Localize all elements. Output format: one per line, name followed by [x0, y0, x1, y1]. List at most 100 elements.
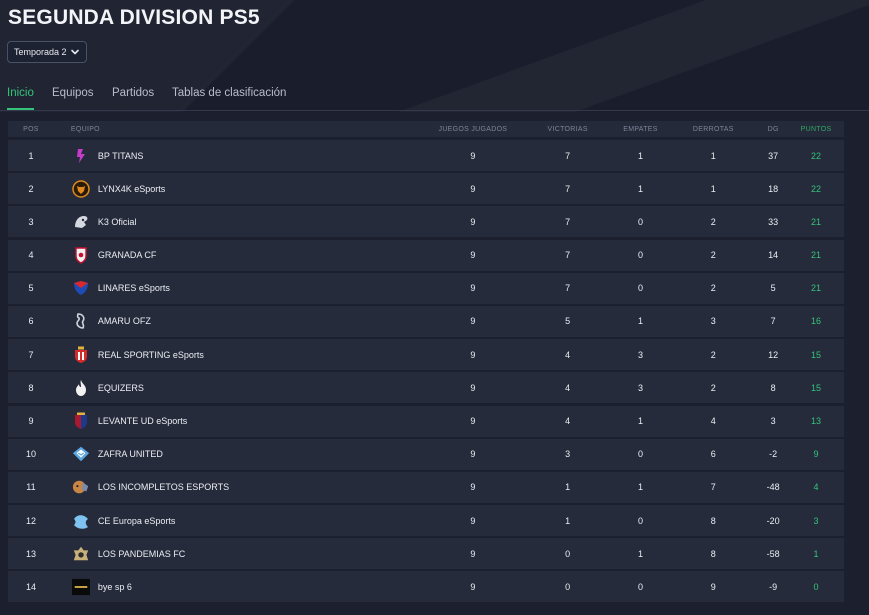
table-row[interactable]: 3 K3 Oficial 9 7 0 2 33 21	[8, 206, 844, 238]
row-team[interactable]: bye sp 6	[54, 578, 423, 596]
row-team[interactable]: BP TITANS	[54, 147, 423, 165]
row-gd: 3	[770, 416, 776, 426]
row-pos: 8	[28, 382, 34, 393]
row-losses: 2	[710, 216, 716, 227]
table-body: 1 BP TITANS 9 7 1 1 37 22 2 LYNX4K eSports 9 7 1 1 18 2…	[8, 140, 844, 603]
tab-bar: Inicio Equipos Partidos Tablas de clasif…	[0, 84, 869, 111]
row-team[interactable]: AMARU OFZ	[54, 312, 423, 330]
row-team[interactable]: LOS PANDEMIAS FC	[54, 545, 423, 563]
row-draws: 1	[637, 150, 643, 161]
team-name[interactable]: GRANADA CF	[97, 250, 157, 261]
table-row[interactable]: 11 LOS INCOMPLETOS ESPORTS 9 1 1 7 -48 4	[8, 471, 844, 503]
table-row[interactable]: 10 ZAFRA UNITED 9 3 0 6 -2 9	[8, 438, 844, 470]
table-row[interactable]: 13 LOS PANDEMIAS FC 9 0 1 8 -58 1	[8, 538, 844, 570]
row-team[interactable]: GRANADA CF	[54, 246, 423, 264]
row-losses: 2	[710, 349, 716, 360]
table-row[interactable]: 1 BP TITANS 9 7 1 1 37 22	[8, 140, 844, 171]
team-name[interactable]: EQUIZERS	[97, 382, 144, 393]
table-row[interactable]: 2 LYNX4K eSports 9 7 1 1 18 22	[8, 173, 844, 205]
header-played[interactable]: JUEGOS JUGADOS	[438, 125, 508, 133]
tab-tablas-clasificacion[interactable]: Tablas de clasificación	[172, 87, 287, 99]
row-gd: 12	[768, 349, 779, 360]
row-points: 4	[813, 482, 819, 493]
row-wins: 7	[565, 250, 571, 261]
row-gd: 7	[770, 316, 776, 327]
row-played: 9	[470, 515, 476, 526]
row-wins: 7	[565, 283, 571, 294]
header-losses[interactable]: DERROTAS	[692, 125, 734, 133]
team-name[interactable]: REAL SPORTING eSports	[97, 349, 204, 360]
table-row[interactable]: 8 EQUIZERS 9 4 3 2 8 15	[8, 372, 844, 404]
row-pos: 1	[28, 150, 34, 161]
row-team[interactable]: CE Europa eSports	[54, 512, 423, 530]
row-played: 9	[470, 150, 476, 161]
tab-equipos[interactable]: Equipos	[52, 87, 94, 99]
row-losses: 9	[710, 581, 716, 592]
row-wins: 0	[565, 581, 571, 592]
header-wins[interactable]: VICTORIAS	[547, 125, 588, 133]
header-gd[interactable]: DG	[767, 125, 779, 133]
header-team[interactable]: EQUIPO	[70, 125, 100, 133]
table-row[interactable]: 9 LEVANTE UD eSports 9 4 1 4 3 13	[8, 405, 844, 437]
header-draws[interactable]: EMPATES	[623, 125, 658, 133]
team-name[interactable]: LINARES eSports	[97, 283, 170, 294]
row-team[interactable]: K3 Oficial	[54, 213, 423, 231]
team-name[interactable]: LYNX4K eSports	[97, 183, 166, 194]
row-team[interactable]: LYNX4K eSports	[54, 179, 423, 198]
row-team[interactable]: LINARES eSports	[54, 279, 423, 297]
team-name[interactable]: BP TITANS	[97, 150, 144, 161]
team-name[interactable]: CE Europa eSports	[97, 515, 176, 526]
tab-inicio[interactable]: Inicio	[7, 86, 34, 110]
standings-table: POS EQUIPO JUEGOS JUGADOS VICTORIAS EMPA…	[8, 121, 844, 603]
team-name[interactable]: AMARU OFZ	[97, 316, 151, 327]
row-pos: 5	[28, 283, 34, 294]
team-name[interactable]: bye sp 6	[97, 581, 132, 592]
row-pos: 14	[25, 581, 36, 592]
row-played: 9	[470, 482, 476, 493]
row-wins: 1	[565, 515, 571, 526]
row-pos: 6	[28, 316, 34, 327]
row-points: 15	[811, 349, 822, 360]
header-pos[interactable]: POS	[23, 125, 39, 133]
zafra-logo	[72, 445, 90, 463]
season-select[interactable]: Temporada 2	[7, 41, 87, 63]
header-points[interactable]: PUNTOS	[800, 125, 832, 133]
row-draws: 3	[637, 382, 643, 393]
tab-partidos[interactable]: Partidos	[112, 87, 155, 99]
table-row[interactable]: 5 LINARES eSports 9 7 0 2 5 21	[8, 272, 844, 304]
table-row[interactable]: 12 CE Europa eSports 9 1 0 8 -20 3	[8, 505, 844, 537]
row-draws: 0	[637, 449, 643, 460]
table-row[interactable]: 14 bye sp 6 9 0 0 9 -9 0	[8, 571, 844, 603]
row-pos: 11	[26, 482, 36, 493]
row-pos: 12	[25, 515, 36, 526]
row-draws: 0	[637, 250, 643, 261]
row-team[interactable]: LOS INCOMPLETOS ESPORTS	[54, 478, 423, 496]
row-team[interactable]: EQUIZERS	[54, 379, 423, 397]
row-played: 9	[470, 216, 476, 227]
row-team[interactable]: ZAFRA UNITED	[54, 445, 423, 463]
row-played: 9	[470, 548, 476, 559]
row-team[interactable]: LEVANTE UD eSports	[54, 412, 423, 430]
levante-logo	[72, 412, 90, 430]
row-team[interactable]: REAL SPORTING eSports	[54, 346, 423, 364]
table-row[interactable]: 4 GRANADA CF 9 7 0 2 14 21	[8, 239, 844, 271]
row-gd: -58	[766, 548, 780, 559]
row-points: 21	[811, 250, 822, 261]
row-draws: 0	[637, 581, 643, 592]
team-name[interactable]: ZAFRA UNITED	[97, 449, 163, 460]
row-losses: 8	[710, 515, 716, 526]
team-name[interactable]: LOS INCOMPLETOS ESPORTS	[97, 482, 230, 493]
team-name[interactable]: LEVANTE UD eSports	[97, 416, 188, 426]
team-name[interactable]: K3 Oficial	[97, 216, 137, 227]
table-row[interactable]: 7 REAL SPORTING eSports 9 4 3 2 12 15	[8, 339, 844, 371]
incompletos-logo	[72, 478, 90, 496]
row-wins: 4	[565, 416, 571, 426]
row-losses: 4	[710, 416, 716, 426]
row-losses: 1	[710, 183, 716, 194]
table-row[interactable]: 6 AMARU OFZ 9 5 1 3 7 16	[8, 305, 844, 337]
row-points: 16	[811, 316, 822, 327]
row-gd: 5	[770, 283, 776, 294]
row-draws: 3	[637, 349, 643, 360]
row-losses: 2	[710, 382, 716, 393]
team-name[interactable]: LOS PANDEMIAS FC	[97, 548, 186, 559]
